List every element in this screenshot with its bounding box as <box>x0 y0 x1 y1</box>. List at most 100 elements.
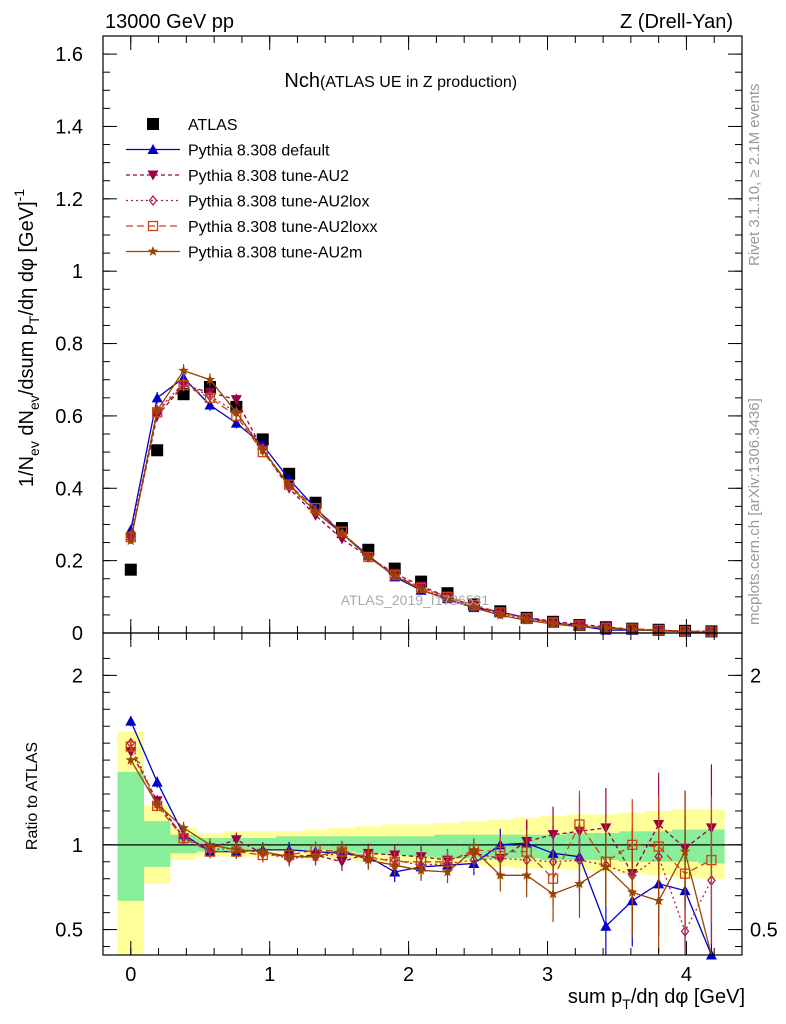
main-ytick-label-5: 1 <box>72 261 83 283</box>
ratio-xtick-label-0: 0 <box>125 964 136 986</box>
legend-entry-2: Pythia 8.308 tune-AU2 <box>126 168 349 185</box>
main-data-marks <box>124 364 718 638</box>
ratio-xtick-label-3: 3 <box>542 964 553 986</box>
main-point-5-6 <box>283 479 295 490</box>
ratio-point-4-4 <box>231 844 242 855</box>
ratio-ylabel: Ratio to ATLAS <box>24 742 41 850</box>
ratio-point-2-21 <box>680 925 690 937</box>
ratio-panel: 0.5 0.5 1 2 2 0 1 2 3 4 Ratio to ATLAS <box>24 632 778 986</box>
ratio-band-inner-0 <box>117 771 144 901</box>
main-series-5 <box>125 364 717 637</box>
chart-title: Nch <box>284 70 320 92</box>
main-ylabel: 1/Nev dNev/dsum pT/dη dφ [GeV]-1 <box>11 189 42 487</box>
legend-entry-0: ATLAS <box>147 117 238 134</box>
main-panel: 0 0.2 0.4 0.6 0.8 1 1.2 1.4 1.6 Nch (ATLAS UE in… <box>55 35 743 645</box>
main-point-5-4 <box>231 406 242 417</box>
legend-label-3: Pythia 8.308 tune-AU2lox <box>188 194 369 211</box>
ratio-xtick-label-1: 1 <box>264 964 275 986</box>
main-point-5-17 <box>574 621 585 632</box>
main-point-4-3 <box>204 392 216 403</box>
ratio-bands <box>103 731 742 955</box>
ratio-point-0-0 <box>125 715 137 726</box>
ratio-ytick-label-l-1: 1 <box>72 835 83 857</box>
legend-marker-4 <box>147 220 159 232</box>
ratio-ytick-label-l-0: 0.5 <box>55 920 83 942</box>
main-ytick-label-1: 0.2 <box>55 551 83 573</box>
ratio-frame <box>102 632 743 956</box>
legend-label-2: Pythia 8.308 tune-AU2 <box>188 168 349 185</box>
ratio-series-4 <box>125 754 713 956</box>
main-ytick-label-2: 0.4 <box>55 478 83 500</box>
ratio-point-4-14 <box>495 869 506 880</box>
ratio-ytick-label-l-2: 2 <box>72 665 83 687</box>
ratio-point-4-16 <box>547 888 559 899</box>
main-point-0-1 <box>151 444 164 457</box>
main-point-4-2 <box>178 380 189 391</box>
chart-subtitle: (ATLAS UE in Z production) <box>320 74 517 91</box>
y-axis-title: 1/Nev dNev/dsum pT/dη dφ [GeV]-1 <box>11 189 42 487</box>
legend-entry-4: Pythia 8.308 tune-AU2loxx <box>126 219 377 236</box>
main-point-5-14 <box>495 609 506 620</box>
ratio-point-1-4 <box>230 835 242 846</box>
ratio-point-4-1 <box>151 798 163 809</box>
main-point-5-8 <box>336 528 348 538</box>
ratio-point-4-2 <box>178 822 189 833</box>
main-point-5-3 <box>204 374 216 385</box>
ratio-point-3-22 <box>706 854 717 866</box>
ratio-point-4-19 <box>627 886 638 897</box>
main-point-5-0 <box>125 535 136 546</box>
main-point-5-10 <box>389 570 400 581</box>
ratio-point-4-7 <box>310 851 321 862</box>
watermark-label: ATLAS_2019_I1736531 <box>341 592 490 608</box>
main-point-1-0 <box>125 524 137 535</box>
main-point-1-3 <box>204 399 216 410</box>
ratio-xtick-label-4: 4 <box>681 964 692 986</box>
rivet-label: Rivet 3.1.10, ≥ 2.1M events <box>746 84 763 267</box>
header-left-text: 13000 GeV pp <box>105 11 234 33</box>
main-point-0-0 <box>124 563 137 576</box>
legend-marker-0 <box>147 118 159 130</box>
ratio-point-3-14 <box>495 846 506 857</box>
main-ytick-label-4: 0.8 <box>55 334 83 356</box>
ratio-point-4-12 <box>442 866 453 877</box>
ratio-axes: 0.5 0.5 1 2 2 0 1 2 3 4 <box>55 632 778 986</box>
ratio-band-inner-1 <box>143 821 171 867</box>
ratio-point-0-18 <box>600 920 612 931</box>
legend-label-5: Pythia 8.308 tune-AU2m <box>188 245 362 262</box>
legend-marker-2 <box>147 170 159 181</box>
legend-entry-3: Pythia 8.308 tune-AU2lox <box>126 194 369 211</box>
main-ytick-label-7: 1.4 <box>55 116 83 138</box>
main-point-5-18 <box>600 622 612 633</box>
main-axes: 0 0.2 0.4 0.6 0.8 1 1.2 1.4 1.6 <box>55 35 743 645</box>
main-ytick-label-0: 0 <box>72 623 83 645</box>
ratio-point-2-13 <box>469 854 479 866</box>
main-point-5-5 <box>257 444 268 455</box>
ratio-point-4-5 <box>257 846 268 857</box>
ratio-point-4-11 <box>415 864 427 875</box>
main-point-5-1 <box>151 405 163 415</box>
ratio-data-marks <box>125 715 717 960</box>
ratio-ytick-label-r-2: 2 <box>750 665 761 687</box>
main-ytick-label-8: 1.6 <box>55 44 83 66</box>
main-point-4-22 <box>706 626 717 637</box>
main-point-2-4 <box>230 395 242 406</box>
main-line-2 <box>130 384 712 632</box>
main-point-5-22 <box>706 627 717 637</box>
legend-marker-5 <box>147 246 159 256</box>
legend-marker-3 <box>148 194 158 207</box>
main-ytick-label-3: 0.6 <box>55 406 83 428</box>
legend-label-1: Pythia 8.308 default <box>188 143 330 160</box>
ratio-point-3-17 <box>574 819 585 830</box>
ratio-point-4-0 <box>125 754 136 765</box>
legend: ATLAS Pythia 8.308 default Pythia 8.308 tu… <box>126 117 377 262</box>
mcplots-label: mcplots.cern.ch [arXiv:1306.3436] <box>746 398 763 625</box>
main-point-5-9 <box>363 551 374 562</box>
main-point-5-12 <box>442 594 453 605</box>
ratio-xtick-label-2: 2 <box>403 964 414 986</box>
ratio-point-4-20 <box>653 895 664 906</box>
ratio-point-4-15 <box>521 869 532 880</box>
ratio-line-1 <box>130 751 712 876</box>
main-point-5-11 <box>415 584 427 594</box>
ratio-point-4-9 <box>363 854 374 865</box>
ratio-point-4-13 <box>468 844 480 855</box>
